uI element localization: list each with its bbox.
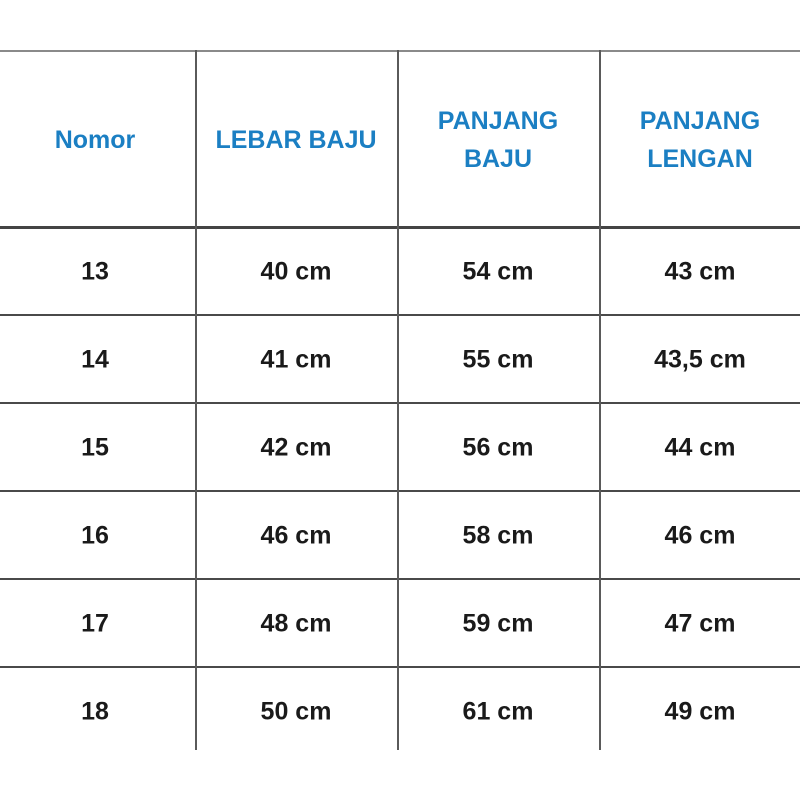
row-divider bbox=[0, 666, 800, 668]
table-cell: 46 cm bbox=[664, 521, 736, 550]
column-divider bbox=[397, 50, 399, 750]
column-header-line: Nomor bbox=[54, 126, 136, 154]
table-cell: 17 bbox=[81, 609, 109, 638]
row-divider bbox=[0, 226, 800, 229]
table-cell: 55 cm bbox=[462, 345, 534, 374]
table-cell: 50 cm bbox=[260, 697, 332, 726]
table-cell: 43,5 cm bbox=[654, 345, 746, 374]
table-cell: 48 cm bbox=[260, 609, 332, 638]
table-cell: 43 cm bbox=[664, 257, 736, 286]
row-divider bbox=[0, 578, 800, 580]
column-header-line: LENGAN bbox=[647, 145, 753, 173]
table-cell: 18 bbox=[81, 697, 109, 726]
table-cell: 59 cm bbox=[462, 609, 534, 638]
row-divider bbox=[0, 490, 800, 492]
table-cell: 15 bbox=[81, 433, 109, 462]
column-divider bbox=[599, 50, 601, 750]
row-divider bbox=[0, 314, 800, 316]
column-header: Nomor bbox=[0, 121, 195, 159]
table-cell: 16 bbox=[81, 521, 109, 550]
column-divider bbox=[195, 50, 197, 750]
table-cell: 42 cm bbox=[260, 433, 332, 462]
table-cell: 58 cm bbox=[462, 521, 534, 550]
column-header: PANJANG BAJU bbox=[398, 102, 598, 178]
column-header-line: PANJANG bbox=[437, 107, 559, 135]
column-header-line: LEBAR BAJU bbox=[215, 126, 377, 154]
row-divider bbox=[0, 402, 800, 404]
column-header-line: PANJANG bbox=[639, 107, 761, 135]
column-header-line: BAJU bbox=[463, 145, 533, 173]
table-cell: 49 cm bbox=[664, 697, 736, 726]
table-cell: 61 cm bbox=[462, 697, 534, 726]
table-cell: 40 cm bbox=[260, 257, 332, 286]
table-cell: 44 cm bbox=[664, 433, 736, 462]
table-cell: 14 bbox=[81, 345, 109, 374]
column-header: LEBAR BAJU bbox=[196, 121, 396, 159]
table-cell: 41 cm bbox=[260, 345, 332, 374]
column-header: PANJANG LENGAN bbox=[600, 102, 800, 178]
table-cell: 13 bbox=[81, 257, 109, 286]
table-cell: 47 cm bbox=[664, 609, 736, 638]
table-cell: 54 cm bbox=[462, 257, 534, 286]
row-divider bbox=[0, 50, 800, 52]
table-cell: 56 cm bbox=[462, 433, 534, 462]
table-cell: 46 cm bbox=[260, 521, 332, 550]
